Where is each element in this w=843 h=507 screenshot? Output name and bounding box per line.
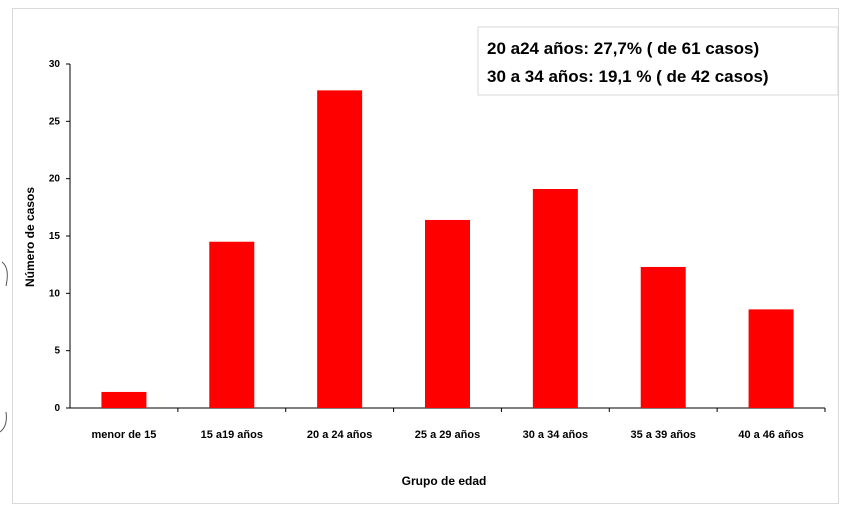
- y-tick-label: 10: [49, 288, 61, 299]
- x-tick-label: 40 a 46 años: [738, 429, 803, 441]
- x-tick-label: 25 a 29 años: [415, 429, 480, 441]
- annotation-box: 20 a24 años: 27,7% ( de 61 casos) 30 a 3…: [477, 26, 839, 96]
- bar: [640, 266, 686, 408]
- x-tick-label: 30 a 34 años: [523, 429, 588, 441]
- y-tick-label: 0: [54, 403, 60, 414]
- y-tick-label: 20: [49, 174, 61, 185]
- left-edge-decoration: [0, 261, 8, 433]
- bar: [317, 90, 363, 408]
- annotation-line-1: 20 a24 años: 27,7% ( de 61 casos): [487, 39, 759, 58]
- y-tick-label: 15: [49, 231, 61, 242]
- bar: [101, 391, 147, 408]
- y-ticks: 0 5 10 15 20 25 30: [49, 59, 70, 414]
- bar: [532, 188, 578, 408]
- bars: [101, 90, 794, 408]
- bar: [425, 219, 470, 408]
- y-tick-label: 25: [49, 116, 61, 127]
- x-tick-labels: menor de 15 15 a19 años 20 a 24 años 25 a 2…: [92, 408, 826, 441]
- x-tick-label: 35 a 39 años: [630, 429, 695, 441]
- bar: [748, 309, 794, 408]
- y-axis-title: Número de casos: [23, 187, 37, 287]
- x-tick-label: menor de 15: [92, 429, 157, 441]
- y-tick-label: 5: [54, 346, 60, 357]
- x-tick-label: 20 a 24 años: [307, 429, 372, 441]
- x-axis-title: Grupo de edad: [402, 474, 487, 488]
- x-tick-label: 15 a19 años: [201, 429, 263, 441]
- bar: [209, 241, 255, 408]
- y-tick-label: 30: [49, 59, 61, 70]
- annotation-line-2: 30 a 34 años: 19,1 % ( de 42 casos): [487, 67, 769, 86]
- annotation-background: [477, 26, 839, 96]
